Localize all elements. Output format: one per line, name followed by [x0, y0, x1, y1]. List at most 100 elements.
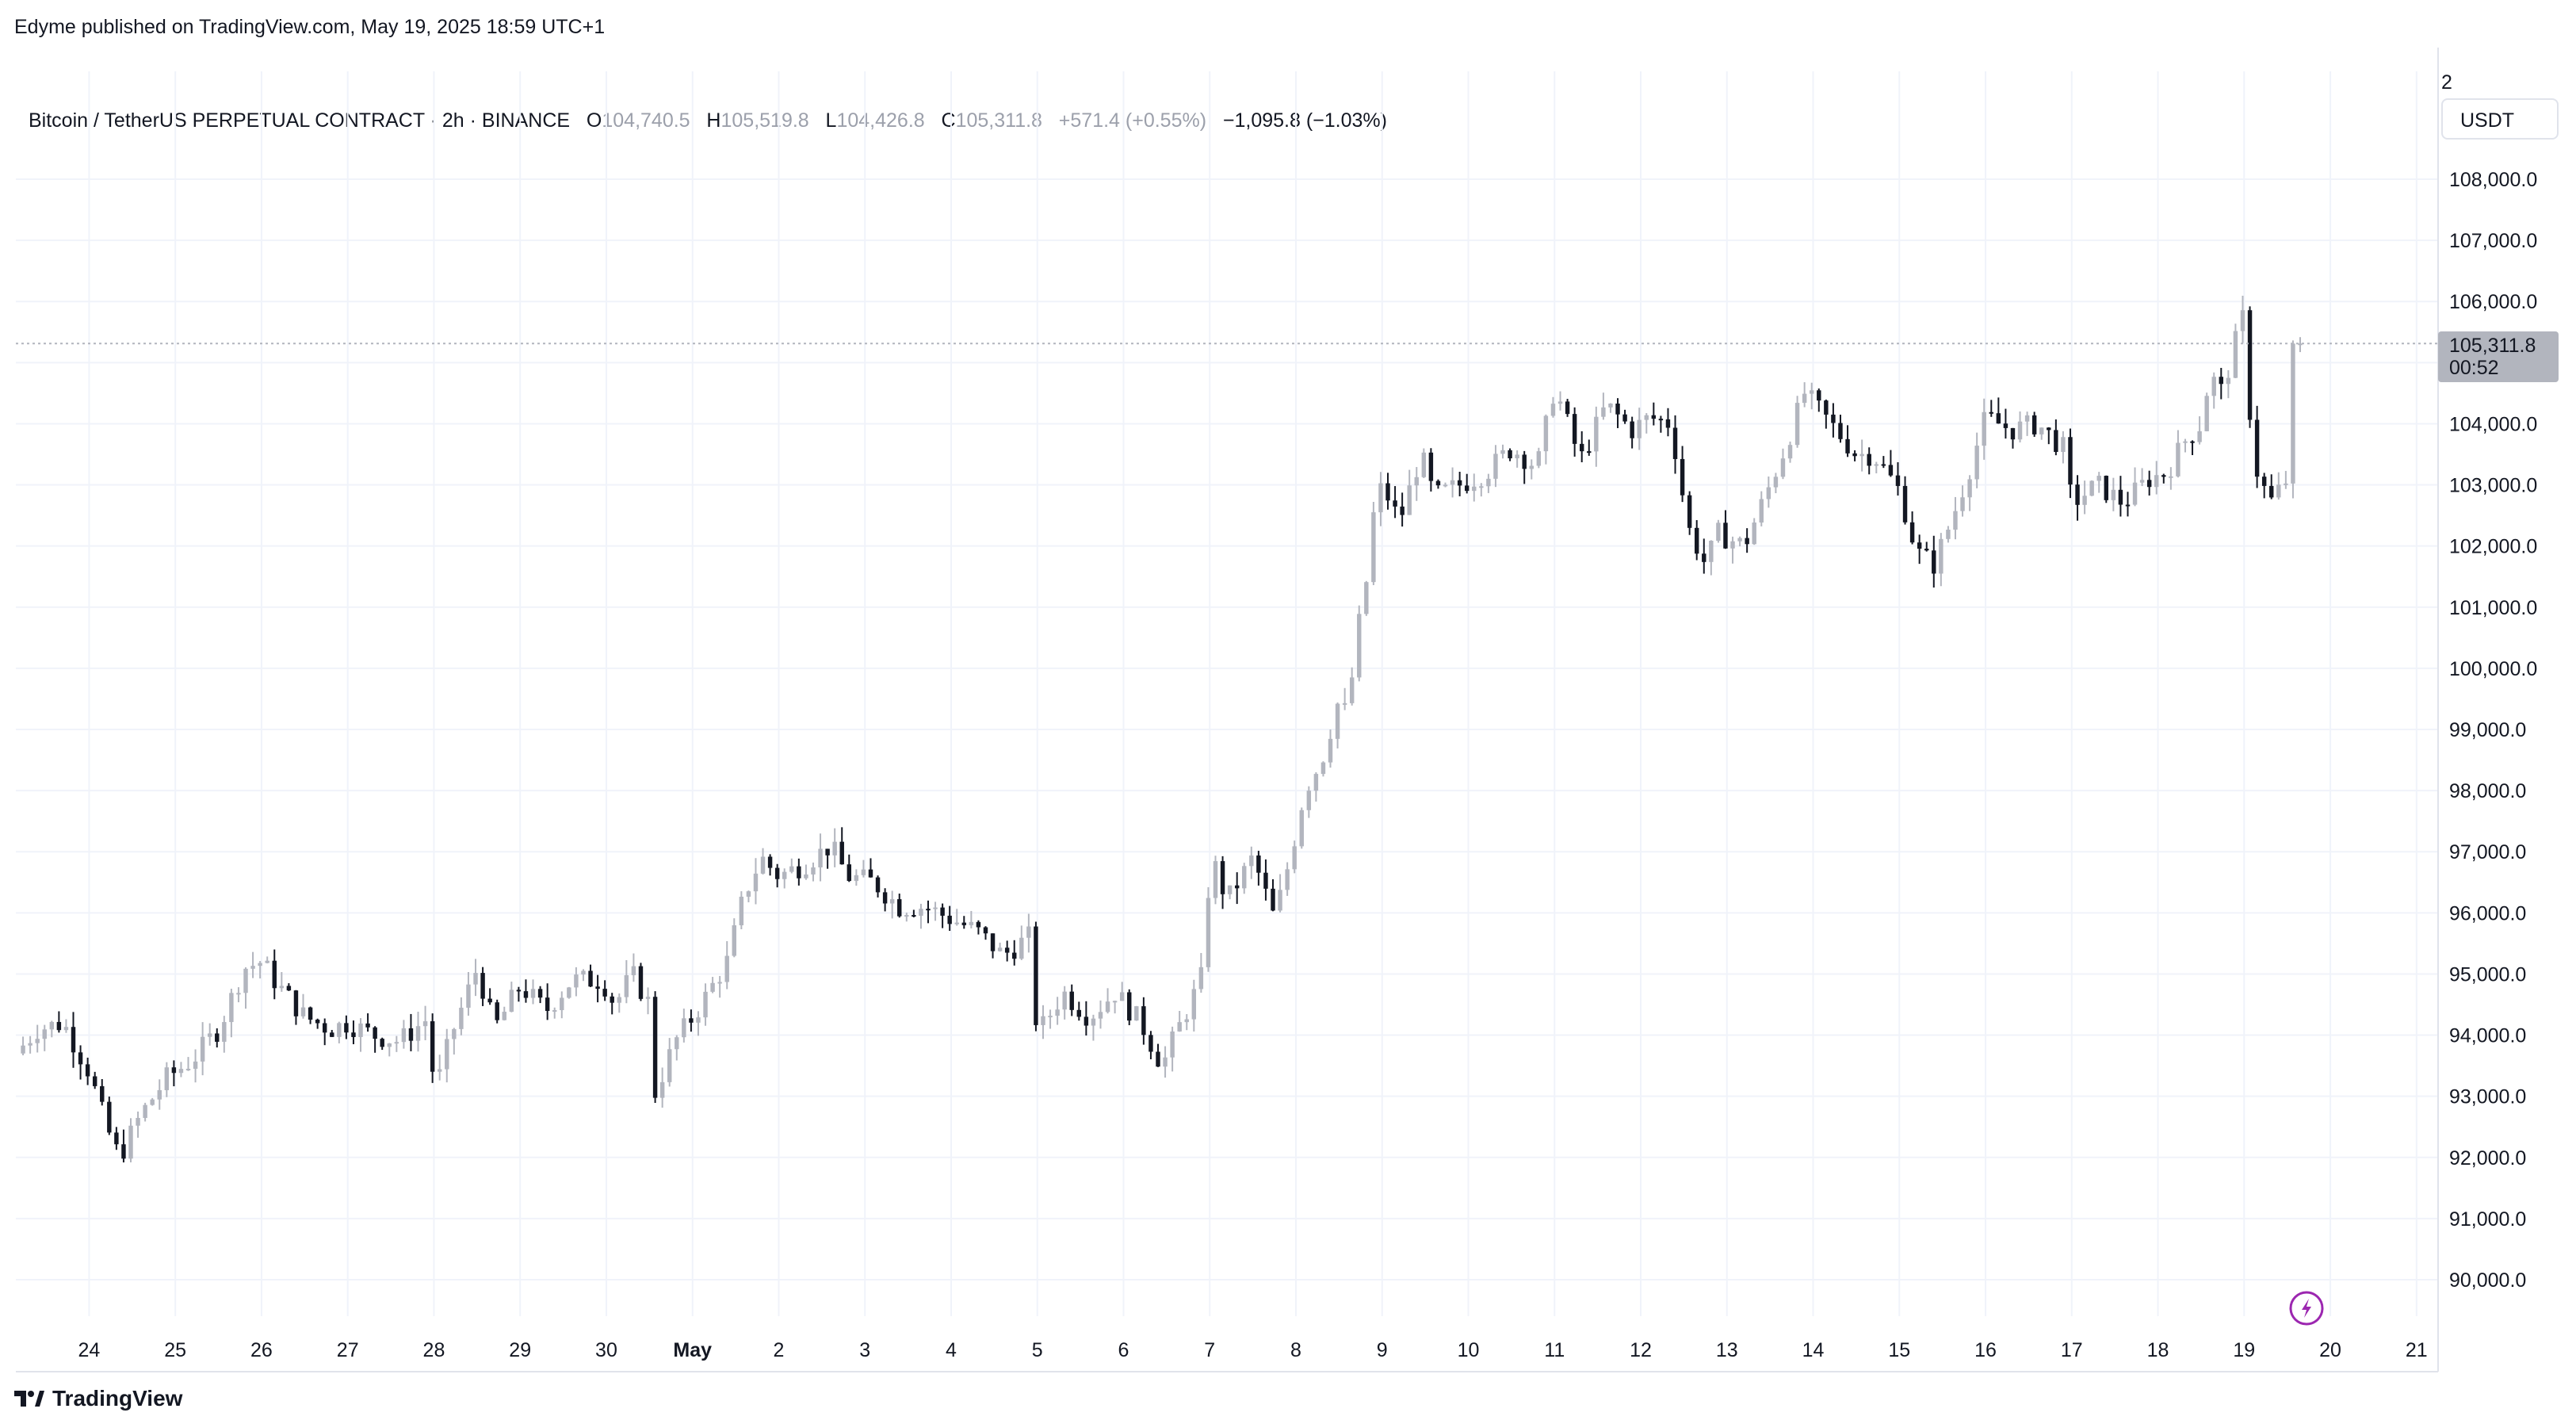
candle: [581, 969, 586, 982]
candle-body: [1989, 412, 1994, 414]
candle-body: [2240, 310, 2245, 331]
candle: [1723, 510, 1728, 549]
candle: [157, 1079, 162, 1110]
candle: [2204, 392, 2209, 432]
x-tick-label: 4: [946, 1339, 957, 1361]
candle-body: [1500, 450, 1505, 454]
candle: [1220, 856, 1225, 909]
candle-body: [581, 970, 586, 975]
candle-body: [1313, 774, 1319, 791]
candle: [2031, 412, 2037, 437]
candle-body: [1845, 438, 1850, 454]
candle-body: [624, 974, 629, 997]
x-tick-label: 29: [509, 1339, 531, 1361]
candle-body: [933, 907, 938, 909]
candle: [322, 1018, 327, 1046]
candle: [1752, 518, 1756, 545]
candle: [1421, 448, 1427, 478]
candle: [1543, 414, 1549, 465]
candle-body: [164, 1067, 170, 1090]
time-axis[interactable]: 24 25 26 27 28 29 30 May 2 3 4 5 6 7 8 9 10 11 12 13 14 15 16 1…: [78, 1339, 2428, 1361]
candle-body: [92, 1076, 97, 1086]
candle-body: [1435, 480, 1441, 486]
lightning-icon[interactable]: [2289, 1291, 2324, 1326]
candle: [1256, 851, 1261, 886]
candle-body: [2139, 480, 2145, 483]
candle: [229, 988, 234, 1038]
currency-button[interactable]: USDT: [2441, 98, 2559, 140]
candle: [1464, 473, 1470, 494]
candle: [1320, 761, 1326, 777]
candle: [1048, 1009, 1053, 1029]
candle: [1486, 473, 1491, 493]
brand-name: TradingView: [52, 1386, 183, 1411]
candle: [1227, 885, 1233, 900]
candle-body: [1227, 885, 1233, 894]
candle: [2169, 467, 2173, 490]
candle-body: [1859, 454, 1864, 457]
candle: [28, 1035, 32, 1054]
candle-body: [1414, 477, 1419, 486]
candle-body: [150, 1099, 155, 1105]
candle: [1371, 501, 1376, 586]
candle-body: [1464, 485, 1470, 492]
x-tick-label: 28: [423, 1339, 445, 1361]
candle: [1313, 771, 1319, 802]
candle-body: [1702, 553, 1707, 562]
candle-body: [767, 856, 773, 868]
candle: [1953, 496, 1958, 540]
candle-body: [1637, 419, 1642, 438]
candle-body: [969, 921, 974, 925]
candle: [128, 1118, 133, 1163]
candle-body: [868, 869, 873, 878]
candle-body: [56, 1021, 62, 1031]
candle-body: [1644, 415, 1649, 420]
x-tick-label: 26: [250, 1339, 273, 1361]
candle: [344, 1015, 349, 1039]
candle: [1536, 447, 1542, 469]
candle: [652, 991, 658, 1104]
candle-body: [1809, 390, 1814, 394]
candle-body: [2233, 331, 2238, 378]
candle: [1091, 1014, 1096, 1041]
candle: [969, 910, 974, 928]
candle: [373, 1026, 377, 1053]
candle: [595, 974, 600, 1003]
candle-body: [1306, 790, 1312, 810]
candle: [1939, 533, 1943, 587]
candle-body: [1141, 1006, 1146, 1035]
y-tick-label: 93,000.0: [2449, 1086, 2526, 1108]
candle: [1637, 408, 1642, 450]
candle: [717, 975, 722, 998]
candle-body: [466, 984, 471, 1008]
x-tick-label: 3: [859, 1339, 870, 1361]
y-tick-label: 90,000.0: [2449, 1269, 2526, 1292]
candle-body: [961, 922, 967, 925]
price-axis[interactable]: 90,000.0 91,000.0 92,000.0 93,000.0 94,000.0…: [2449, 169, 2537, 1292]
candle-body: [1062, 991, 1067, 1010]
candle: [904, 913, 909, 922]
candle: [107, 1097, 112, 1135]
candle: [250, 951, 255, 978]
candle: [1730, 536, 1735, 564]
y-tick-label: 100,000.0: [2449, 658, 2537, 680]
brand-footer[interactable]: TradingView: [14, 1386, 182, 1411]
candle-body: [1371, 512, 1376, 583]
legend-symbol[interactable]: Bitcoin / TetherUS PERPETUAL CONTRACT · …: [29, 109, 571, 132]
candle: [667, 1038, 672, 1087]
candle: [2024, 412, 2030, 436]
candle: [2003, 408, 2008, 439]
candle-body: [552, 1010, 557, 1012]
candle-body: [315, 1020, 320, 1024]
candle-body: [1723, 523, 1728, 549]
candle-body: [2226, 377, 2231, 385]
bar-countdown: 00:52: [2449, 357, 2499, 379]
candle-body: [2261, 477, 2267, 486]
candle-body: [682, 1018, 686, 1038]
candle-body: [121, 1144, 126, 1159]
y-tick-label: 97,000.0: [2449, 841, 2526, 863]
candle: [2104, 475, 2109, 503]
candle: [1881, 456, 1886, 469]
candle-body: [157, 1089, 162, 1100]
